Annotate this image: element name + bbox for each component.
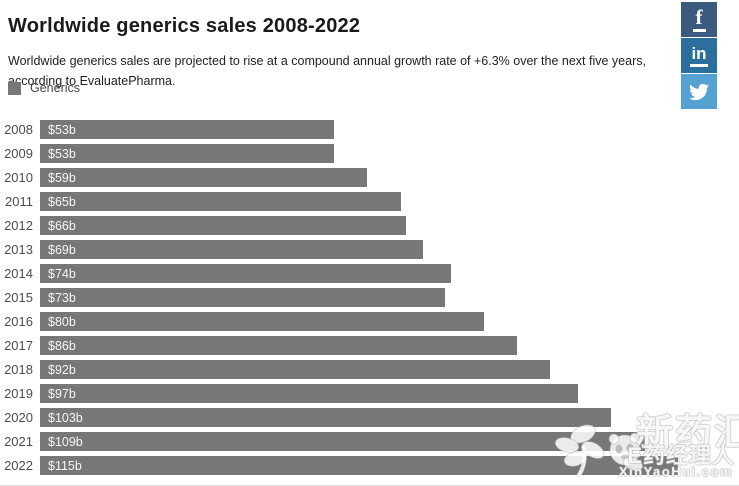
bar: $97b <box>40 384 578 403</box>
bar-chart: 2008 $53b 2009 $53b 2010 $59b 2011 $65b 2012 $66b… <box>0 120 739 480</box>
bar-value-label: $74b <box>48 266 76 281</box>
bar: $53b <box>40 120 334 139</box>
bar: $59b <box>40 168 367 187</box>
bar: $80b <box>40 312 484 331</box>
chart-row: 2013 $69b <box>0 240 739 259</box>
bar: $103b <box>40 408 611 427</box>
year-label: 2009 <box>4 146 33 161</box>
bar-value-label: $53b <box>48 122 76 137</box>
bar-value-label: $66b <box>48 218 76 233</box>
year-label: 2010 <box>4 170 33 185</box>
year-label: 2013 <box>4 242 33 257</box>
chart-subtitle: Worldwide generics sales are projected t… <box>8 53 646 88</box>
year-label: 2008 <box>4 122 33 137</box>
year-label: 2016 <box>4 314 33 329</box>
bar-value-label: $53b <box>48 146 76 161</box>
twitter-share-button[interactable] <box>681 74 717 109</box>
year-label: 2014 <box>4 266 33 281</box>
year-label: 2019 <box>4 386 33 401</box>
year-label: 2021 <box>4 434 33 449</box>
bar-value-label: $80b <box>48 314 76 329</box>
chart-row: 2021 $109b <box>0 432 739 451</box>
bar: $69b <box>40 240 423 259</box>
bar: $74b <box>40 264 451 283</box>
social-share-bar: f in <box>681 2 717 110</box>
bar-value-label: $109b <box>48 434 83 449</box>
bar-value-label: $92b <box>48 362 76 377</box>
facebook-share-button[interactable]: f <box>681 2 717 37</box>
chart-row: 2012 $66b <box>0 216 739 235</box>
year-label: 2017 <box>4 338 33 353</box>
linkedin-icon: in <box>690 45 708 67</box>
bar-value-label: $69b <box>48 242 76 257</box>
bar: $53b <box>40 144 334 163</box>
page-title: Worldwide generics sales 2008-2022 <box>8 15 361 38</box>
year-label: 2011 <box>5 194 33 209</box>
bar: $92b <box>40 360 550 379</box>
bar: $66b <box>40 216 406 235</box>
year-label: 2012 <box>4 218 33 233</box>
bar-value-label: $97b <box>48 386 76 401</box>
bar-value-label: $115b <box>48 458 82 473</box>
bar: $109b <box>40 432 645 451</box>
bar: $86b <box>40 336 517 355</box>
bar-value-label: $86b <box>48 338 76 353</box>
chart-row: 2008 $53b <box>0 120 739 139</box>
chart-legend: Generics <box>8 81 80 95</box>
year-label: 2020 <box>4 410 33 425</box>
twitter-icon <box>689 83 709 100</box>
bar: $65b <box>40 192 401 211</box>
chart-row: 2017 $86b <box>0 336 739 355</box>
year-label: 2015 <box>4 290 33 305</box>
chart-row: 2016 $80b <box>0 312 739 331</box>
chart-row: 2015 $73b <box>0 288 739 307</box>
chart-row: 2020 $103b <box>0 408 739 427</box>
chart-row: 2018 $92b <box>0 360 739 379</box>
linkedin-share-button[interactable]: in <box>681 38 717 73</box>
legend-label: Generics <box>30 81 81 95</box>
legend-swatch <box>8 81 21 95</box>
chart-row: 2022 $115b <box>0 456 739 475</box>
bar: $115b <box>40 456 678 475</box>
chart-row: 2019 $97b <box>0 384 739 403</box>
chart-row: 2010 $59b <box>0 168 739 187</box>
year-label: 2022 <box>4 458 33 473</box>
bar-value-label: $103b <box>48 410 83 425</box>
facebook-icon: f <box>692 7 706 32</box>
chart-row: 2011 $65b <box>0 192 739 211</box>
bar: $73b <box>40 288 445 307</box>
bar-value-label: $65b <box>48 194 76 209</box>
chart-row: 2009 $53b <box>0 144 739 163</box>
year-label: 2018 <box>4 362 33 377</box>
bar-value-label: $73b <box>48 290 76 305</box>
bar-value-label: $59b <box>48 170 76 185</box>
chart-row: 2014 $74b <box>0 264 739 283</box>
